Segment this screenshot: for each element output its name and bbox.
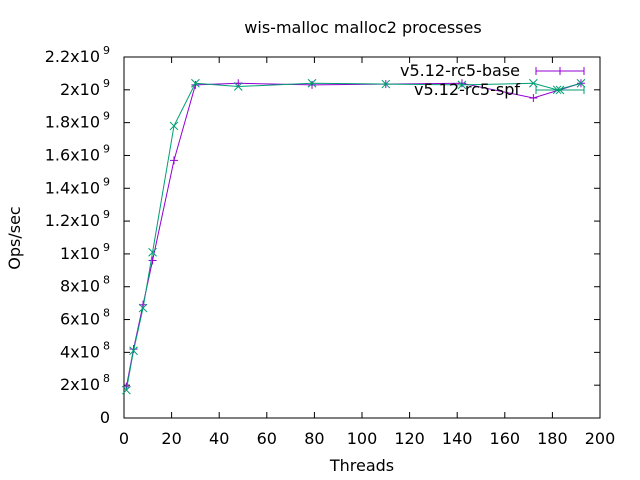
x-tick-label: 200 (585, 429, 616, 448)
series-layer (122, 78, 586, 395)
data-point (381, 79, 391, 89)
y-tick-label: 2x10 8 (60, 372, 110, 394)
y-tick-label: 2.2x10 9 (45, 44, 110, 66)
data-point (307, 78, 317, 88)
x-tick-label: 60 (257, 429, 277, 448)
x-axis-label: Threads (329, 456, 394, 475)
chart-title: wis-malloc malloc2 processes (244, 18, 481, 37)
data-point (148, 247, 157, 257)
data-point (457, 80, 467, 90)
data-point (233, 82, 243, 91)
x-tick-label: 100 (347, 429, 378, 448)
data-point (169, 156, 178, 165)
x-tick-label: 80 (304, 429, 324, 448)
series-line-0 (125, 82, 582, 387)
data-point (191, 78, 200, 88)
x-tick-label: 20 (161, 429, 181, 448)
y-tick-label: 1.4x10 9 (45, 175, 110, 197)
data-point (529, 94, 538, 103)
data-point (129, 346, 138, 356)
axis-ticks: 0 20 40 60 80 100 120 140 160 180 200 0 2x10 8 4x10 8 6x… (45, 44, 616, 448)
y-tick-label: 6x10 8 (60, 307, 110, 329)
legend-label: v5.12-rc5-base (400, 61, 520, 80)
x-tick-label: 40 (209, 429, 229, 448)
legend-marker (556, 67, 564, 75)
y-tick-label: 1.6x10 9 (45, 142, 110, 164)
x-tick-label: 0 (119, 429, 129, 448)
y-axis-label: Ops/sec (5, 206, 24, 269)
series-line-1 (125, 82, 582, 391)
y-tick-label: 2x10 9 (60, 77, 110, 99)
y-tick-label: 0 (100, 408, 110, 427)
data-point (122, 385, 131, 395)
data-point (576, 78, 586, 88)
data-point (148, 256, 157, 265)
data-point (457, 79, 466, 88)
plot-frame (123, 56, 601, 419)
y-tick-label: 1x10 9 (60, 241, 110, 263)
legend-marker (555, 85, 565, 95)
x-tick-label: 140 (442, 429, 473, 448)
x-tick-label: 120 (394, 429, 425, 448)
y-tick-label: 8x10 8 (60, 274, 110, 296)
y-tick-label: 1.8x10 9 (45, 110, 110, 132)
data-point (169, 121, 179, 131)
y-tick-label: 1.2x10 9 (45, 208, 110, 230)
data-point (191, 80, 200, 89)
y-tick-label: 4x10 8 (60, 339, 110, 361)
x-tick-label: 180 (537, 429, 568, 448)
data-point (138, 303, 148, 313)
legend-label: v5.12-rc5-spf (414, 80, 520, 99)
x-tick-label: 160 (490, 429, 521, 448)
data-point (529, 78, 538, 88)
data-point (308, 80, 317, 89)
